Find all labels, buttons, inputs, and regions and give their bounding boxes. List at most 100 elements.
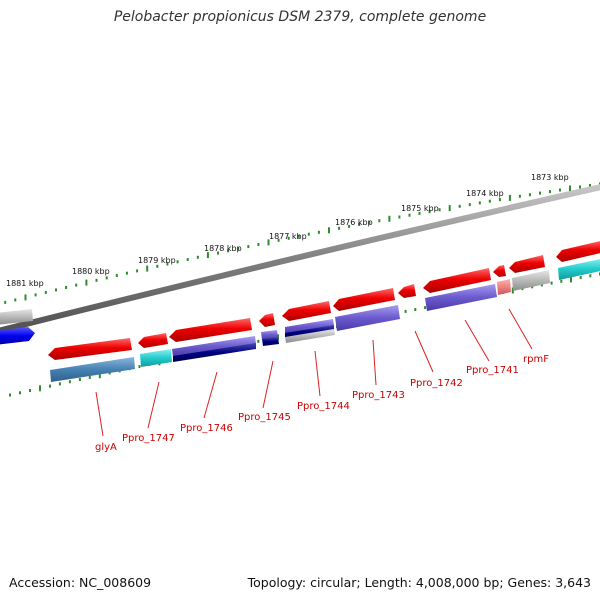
outer-scale-minor-tick <box>398 215 401 219</box>
outer-scale-minor-tick <box>488 199 491 203</box>
feature-Ppro_1744-grey[interactable] <box>285 329 335 343</box>
outer-scale-minor-tick <box>186 258 189 261</box>
accession-text: Accession: NC_008609 <box>9 575 152 590</box>
gene-Ppro_1742[interactable] <box>398 284 416 298</box>
leader-rpmF <box>508 308 533 350</box>
feature-glyA[interactable] <box>50 357 135 382</box>
outer-scale-minor-tick <box>44 290 47 294</box>
feature-Ppro_1743[interactable] <box>335 305 400 331</box>
feature-Ppro_1747[interactable] <box>140 349 172 367</box>
leader-Ppro_1744 <box>314 350 321 397</box>
feature-Ppro_1746-purple[interactable] <box>172 336 256 357</box>
gene-label-glyA[interactable]: glyA <box>95 442 117 453</box>
outer-scale-minor-tick <box>257 243 260 246</box>
inner-scale-minor-tick <box>414 308 417 311</box>
gene-label-Ppro_1744[interactable]: Ppro_1744 <box>297 401 350 412</box>
outer-scale-minor-tick <box>378 219 381 223</box>
kbp-label-1879: 1879 kbp <box>138 256 176 265</box>
leader-Ppro_1746 <box>203 371 218 419</box>
leader-Ppro_1743 <box>372 339 377 386</box>
gene-label-Ppro_1741[interactable]: Ppro_1741 <box>466 365 519 376</box>
genome-summary-text: Topology: circular; Length: 4,008,000 bp… <box>247 575 591 590</box>
outer-scale-minor-tick <box>65 286 68 289</box>
outer-scale-minor-tick <box>105 276 108 280</box>
gene-Ppro_1745[interactable] <box>259 313 275 327</box>
kbp-label-1877: 1877 kbp <box>269 232 307 241</box>
outer-scale-minor-tick <box>115 274 118 277</box>
inner-scale-minor-tick <box>257 339 260 343</box>
feature-Ppro_1741[interactable] <box>425 284 497 311</box>
kbp-label-1881: 1881 kbp <box>6 279 44 288</box>
gene-label-Ppro_1746[interactable]: Ppro_1746 <box>180 423 233 434</box>
leader-glyA <box>95 391 104 437</box>
inner-scale-minor-tick <box>424 306 427 310</box>
gene-labels: glyA Ppro_1747 Ppro_1746 Ppro_1745 Ppro_… <box>95 354 549 453</box>
inner-scale-minor-tick <box>49 384 51 388</box>
outer-scale-minor-tick <box>217 251 219 255</box>
outer-scale-minor-tick <box>408 213 411 217</box>
outer-scale-minor-tick <box>518 194 521 198</box>
feature-rpmF[interactable] <box>497 279 511 295</box>
inner-scale-major-tick <box>570 276 572 283</box>
gene-rpmF[interactable] <box>493 265 506 277</box>
feature-Ppro_1745-navy[interactable] <box>262 337 279 346</box>
gene-label-Ppro_1743[interactable]: Ppro_1743 <box>352 390 405 401</box>
outer-scale-major-tick <box>388 215 391 222</box>
outer-scale-minor-tick <box>196 255 199 259</box>
gene-label-Ppro_1747[interactable]: Ppro_1747 <box>122 433 175 444</box>
gene-Ppro_1746[interactable] <box>169 318 252 342</box>
gene-Ppro_1747[interactable] <box>138 333 168 348</box>
feature-Ppro_1745-purple[interactable] <box>261 330 278 340</box>
gene-Ppro_1741[interactable] <box>423 268 491 293</box>
inner-scale-major-tick <box>98 372 101 379</box>
outer-scale-major-tick <box>85 279 88 286</box>
kbp-label-1876: 1876 kbp <box>335 218 373 227</box>
leader-Ppro_1742 <box>414 330 434 373</box>
gene-red-after-rpmF[interactable] <box>509 255 545 273</box>
kbp-label-1878: 1878 kbp <box>204 244 242 253</box>
gene-label-Ppro_1742[interactable]: Ppro_1742 <box>410 378 463 389</box>
gene-red-right[interactable] <box>556 240 600 262</box>
gene-Ppro_1744[interactable] <box>282 301 331 321</box>
gene-glyA[interactable] <box>48 338 132 360</box>
outer-scale-minor-tick <box>428 210 431 214</box>
outer-scale-major-tick <box>206 252 209 259</box>
outer-scale-ticks <box>4 182 600 304</box>
forward-strand-genes <box>0 240 600 360</box>
outer-scale-minor-tick <box>579 185 581 189</box>
outer-scale-minor-tick <box>307 232 310 236</box>
feature-Ppro_1746-navy[interactable] <box>173 343 256 362</box>
gene-label-rpmF[interactable]: rpmF <box>523 354 549 365</box>
outer-scale-major-tick <box>24 294 27 301</box>
outer-scale-minor-tick <box>438 208 441 212</box>
feature-row-genes <box>50 258 600 382</box>
page-title: Pelobacter propionicus DSM 2379, complet… <box>113 9 487 25</box>
feature-Ppro_1744-navy[interactable] <box>285 325 334 338</box>
gene-Ppro_1743[interactable] <box>333 288 395 311</box>
inner-scale-minor-tick <box>579 276 582 280</box>
outer-scale-minor-tick <box>136 269 139 273</box>
outer-scale-minor-tick <box>468 203 471 207</box>
outer-scale-minor-tick <box>549 190 551 194</box>
outer-scale-minor-tick <box>55 288 57 292</box>
gene-label-Ppro_1745[interactable]: Ppro_1745 <box>238 412 291 423</box>
feature-Ppro_1744-purple[interactable] <box>285 319 334 334</box>
outer-scale-minor-tick <box>348 224 351 228</box>
feature-cyan-right[interactable] <box>558 258 600 280</box>
inner-scale-minor-tick <box>138 365 141 369</box>
inner-scale-minor-tick <box>19 391 21 395</box>
outer-scale-major-tick <box>569 185 571 192</box>
feature-grey-after-rpmF[interactable] <box>512 270 550 291</box>
leader-Ppro_1747 <box>147 381 160 429</box>
inner-scale-minor-tick <box>540 283 543 287</box>
outer-scale-minor-tick <box>317 230 320 234</box>
outer-scale-major-tick <box>508 194 511 201</box>
outer-scale-minor-tick <box>166 262 169 266</box>
gene-blue-left[interactable] <box>0 327 35 345</box>
outer-scale-minor-tick <box>277 238 280 242</box>
kbp-label-1874: 1874 kbp <box>466 189 504 198</box>
inner-scale-minor-tick <box>88 375 91 379</box>
gene-grey-left[interactable] <box>0 309 33 325</box>
inner-scale-major-tick <box>39 385 41 392</box>
outer-scale-minor-tick <box>539 191 541 195</box>
